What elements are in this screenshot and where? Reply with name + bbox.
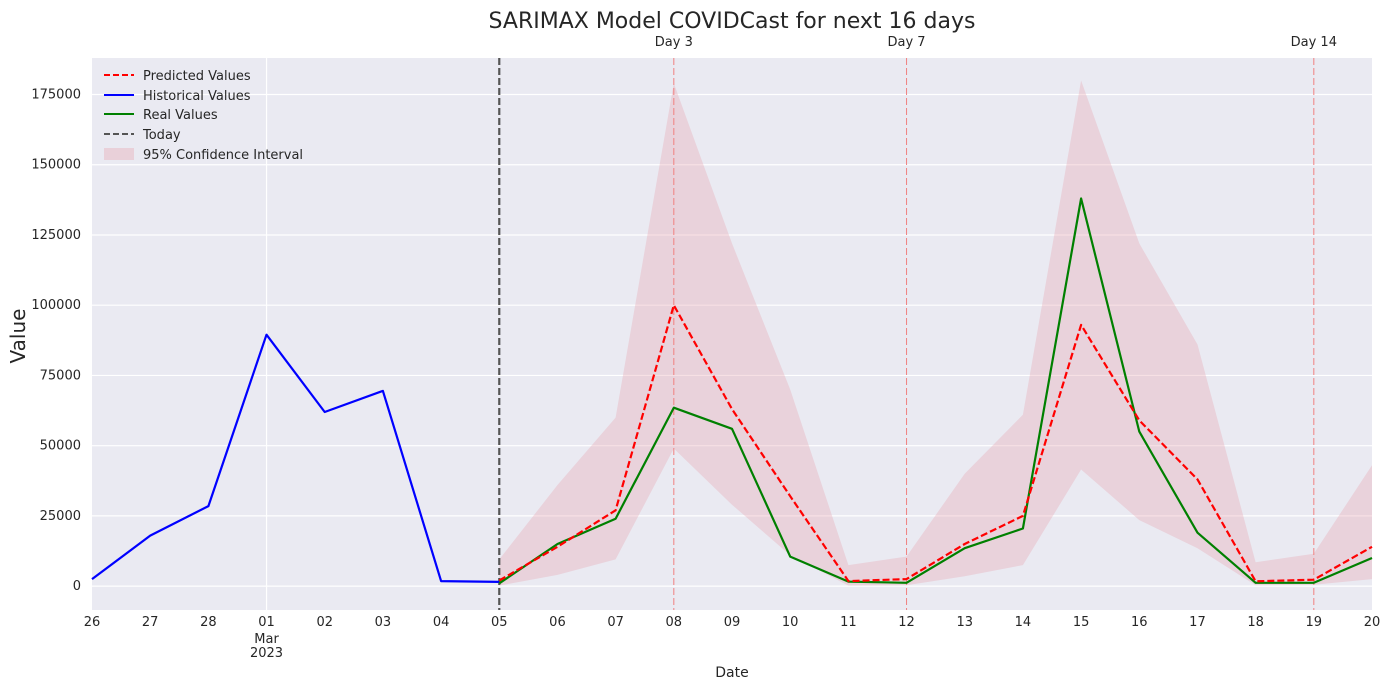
day-markers: Day 3 Day 7 Day 14	[655, 35, 1337, 610]
y-tick-label: 75000	[40, 368, 81, 383]
x-tick-label: 16	[1131, 615, 1148, 630]
x-tick-label: 20	[1364, 615, 1381, 630]
legend-predicted-label: Predicted Values	[143, 69, 251, 84]
x-tick-label: 09	[724, 615, 741, 630]
x-tick-labels: 26 27 28 01 02 03 04 05 06 07 08 09 10 11 12 13 14 15 16 17…	[84, 615, 1381, 661]
x-tick-label: 01	[258, 615, 275, 630]
x-tick-label: 08	[666, 615, 683, 630]
x-tick-label: 27	[142, 615, 159, 630]
legend-today-label: Today	[142, 128, 181, 143]
x-tick-label: 19	[1306, 615, 1323, 630]
legend-confidence-label: 95% Confidence Interval	[143, 148, 303, 163]
y-tick-label: 175000	[31, 88, 81, 103]
y-tick-label: 25000	[40, 509, 81, 524]
legend: Predicted Values Historical Values Real …	[104, 69, 303, 163]
x-tick-label: 06	[549, 615, 566, 630]
plot-background	[92, 58, 1372, 610]
predicted-line	[498, 304, 1373, 583]
y-tick-label: 0	[73, 579, 81, 594]
x-axis-label: Date	[715, 665, 748, 681]
legend-confidence-swatch	[104, 148, 134, 160]
x-tick-label: 17	[1189, 615, 1206, 630]
x-tick-label: 04	[433, 615, 450, 630]
x-tick-label: 07	[607, 615, 624, 630]
x-tick-label: 10	[782, 615, 799, 630]
day-marker-label: Day 14	[1291, 35, 1337, 50]
chart-title: SARIMAX Model COVIDCast for next 16 days	[489, 9, 976, 34]
y-tick-labels: 0 25000 50000 75000 100000 125000 150000 175000	[31, 88, 81, 595]
x-tick-label: 26	[84, 615, 101, 630]
x-tick-label: 12	[898, 615, 915, 630]
y-tick-label: 125000	[31, 228, 81, 243]
y-tick-label: 100000	[31, 298, 81, 313]
legend-real-label: Real Values	[143, 108, 218, 123]
x-tick-label: 03	[375, 615, 392, 630]
day-marker-label: Day 7	[888, 35, 926, 50]
x-tick-label: 13	[956, 615, 973, 630]
x-tick-label: 18	[1247, 615, 1264, 630]
y-tick-label: 50000	[40, 439, 81, 454]
x-tick-label: 14	[1015, 615, 1032, 630]
series-lines	[91, 58, 1373, 610]
y-axis-label: Value	[6, 309, 30, 364]
x-tick-label: 11	[840, 615, 857, 630]
day-marker-label: Day 3	[655, 35, 693, 50]
x-tick-label: 02	[316, 615, 333, 630]
grid	[92, 58, 1372, 610]
legend-historical-label: Historical Values	[143, 89, 251, 104]
historical-line	[91, 333, 500, 583]
y-tick-label: 150000	[31, 158, 81, 173]
x-tick-sublabel: 2023	[250, 646, 283, 661]
real-line	[498, 197, 1373, 585]
x-tick-label: 28	[200, 615, 217, 630]
x-tick-label: 15	[1073, 615, 1090, 630]
confidence-band	[499, 80, 1372, 586]
x-tick-label: 05	[491, 615, 508, 630]
confidence-band-area	[499, 80, 1372, 586]
x-tick-sublabel: Mar	[254, 632, 279, 647]
